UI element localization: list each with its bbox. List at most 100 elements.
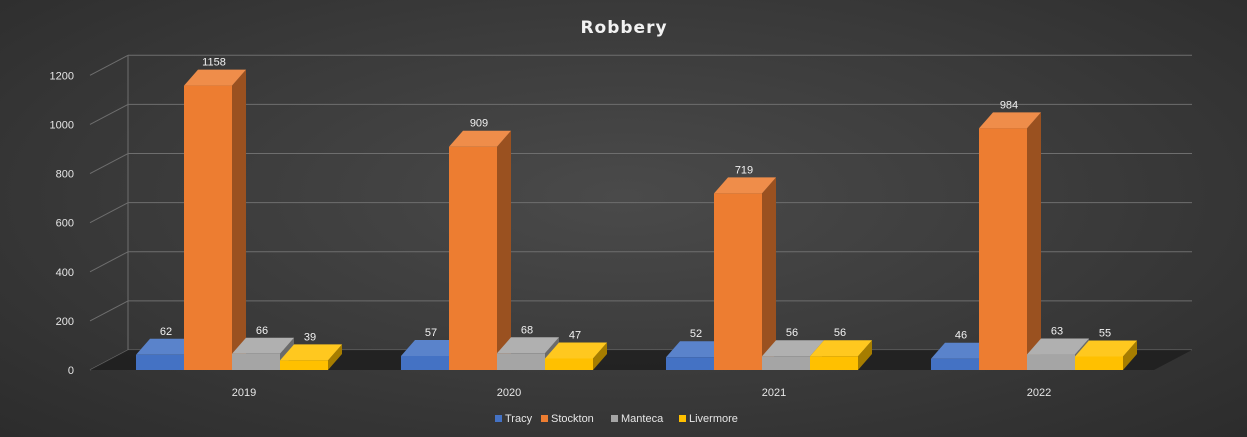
bar-front: [762, 356, 810, 370]
bar-top: [714, 177, 776, 194]
bar-side: [593, 342, 607, 370]
bar-front: [545, 358, 593, 370]
bar-side: [858, 340, 872, 370]
legend-swatch: [541, 415, 548, 422]
bar-top: [449, 130, 511, 147]
bar-top: [545, 342, 607, 359]
bar-front: [136, 354, 184, 370]
data-label: 63: [1051, 326, 1063, 338]
y-tick-label: 1200: [50, 70, 74, 82]
data-label: 68: [521, 324, 533, 336]
bar-top: [401, 340, 463, 357]
legend-label: Stockton: [551, 413, 594, 425]
x-category-label: 2021: [762, 387, 786, 399]
data-label: 55: [1099, 327, 1111, 339]
bar-top: [1027, 338, 1089, 355]
bar-front: [449, 146, 497, 370]
chart-floor: [90, 350, 1192, 370]
data-label: 984: [1000, 99, 1018, 111]
legend-label: Livermore: [689, 413, 738, 425]
bar-top: [136, 338, 198, 355]
legend-swatch: [611, 415, 618, 422]
gridline-side-3: [89, 202, 129, 224]
legend-label: Manteca: [621, 413, 664, 425]
bar-top: [1075, 340, 1137, 357]
y-tick-label: 400: [56, 267, 74, 279]
bar-top: [184, 69, 246, 86]
bar-front: [931, 358, 979, 370]
bar-side: [497, 130, 511, 370]
data-label: 46: [955, 330, 967, 342]
data-label: 47: [569, 329, 581, 341]
bar-top: [232, 337, 294, 354]
floor-plane: [90, 350, 1192, 370]
bar-stockton-2019: [184, 69, 246, 370]
bar-top: [497, 337, 559, 354]
data-label: 57: [425, 327, 437, 339]
gridline-side-4: [89, 153, 129, 174]
bar-stockton-2022: [979, 112, 1041, 371]
bar-front: [810, 356, 858, 370]
data-label: 1158: [202, 57, 226, 69]
bar-livermore-2021: [810, 340, 872, 370]
data-label: 56: [786, 327, 798, 339]
bar-side: [762, 177, 776, 370]
bar-front: [401, 356, 449, 370]
legend-label: Tracy: [505, 413, 533, 425]
y-tick-label: 800: [56, 169, 74, 181]
legend-swatch: [679, 415, 686, 422]
bar-tracy-2021: [666, 341, 728, 370]
data-label: 39: [304, 331, 316, 343]
gridline-side-1: [89, 300, 129, 322]
x-category-label: 2020: [497, 387, 521, 399]
bar-front: [184, 85, 232, 370]
x-category-label: 2019: [232, 387, 256, 399]
chart-title: Robbery: [580, 18, 667, 38]
bar-livermore-2022: [1075, 340, 1137, 370]
data-label: 719: [735, 164, 753, 176]
y-axis-ticks: 0 200 400 600 800 1000 1200: [50, 70, 74, 377]
data-label: 62: [160, 326, 172, 338]
bar-front: [280, 360, 328, 370]
bar-top: [931, 342, 993, 359]
x-axis-categories: 2019 2020 2021 2022: [232, 387, 1051, 399]
bar-front: [1075, 356, 1123, 370]
bar-front: [232, 353, 280, 370]
bar-top: [810, 340, 872, 357]
bar-top: [280, 344, 342, 361]
legend-item-livermore: Livermore: [679, 413, 738, 425]
bar-front: [1027, 354, 1075, 370]
bar-stockton-2020: [449, 130, 511, 370]
data-label: 56: [834, 327, 846, 339]
bar-front: [666, 357, 714, 370]
bar-top: [666, 341, 728, 358]
gridline-side-5: [89, 103, 129, 125]
bar-front: [497, 353, 545, 370]
bar-front: [979, 128, 1027, 370]
gridline-side-2: [89, 251, 129, 273]
legend-item-stockton: Stockton: [541, 413, 594, 425]
legend: Tracy Stockton Manteca Livermore: [495, 413, 738, 425]
bar-side: [232, 69, 246, 370]
bars: [136, 69, 1137, 371]
data-label: 52: [690, 328, 702, 340]
legend-swatch: [495, 415, 502, 422]
y-tick-label: 200: [56, 316, 74, 328]
bar-side: [1027, 112, 1041, 371]
data-label: 66: [256, 325, 268, 337]
bar-stockton-2021: [714, 177, 776, 370]
legend-item-manteca: Manteca: [611, 413, 664, 425]
bar-livermore-2019: [280, 344, 342, 370]
legend-item-tracy: Tracy: [495, 413, 533, 425]
data-labels: 62 1158 66 39 57 909 68 47 52 719 56 56 46 984 63 55: [160, 57, 1111, 344]
bar-side: [328, 344, 342, 370]
bar-top: [979, 112, 1041, 129]
y-tick-label: 1000: [50, 119, 74, 131]
data-label: 909: [470, 118, 488, 130]
y-tick-label: 0: [68, 365, 74, 377]
x-category-label: 2022: [1027, 387, 1051, 399]
bar-manteca-2020: [497, 337, 559, 370]
y-tick-label: 600: [56, 218, 74, 230]
